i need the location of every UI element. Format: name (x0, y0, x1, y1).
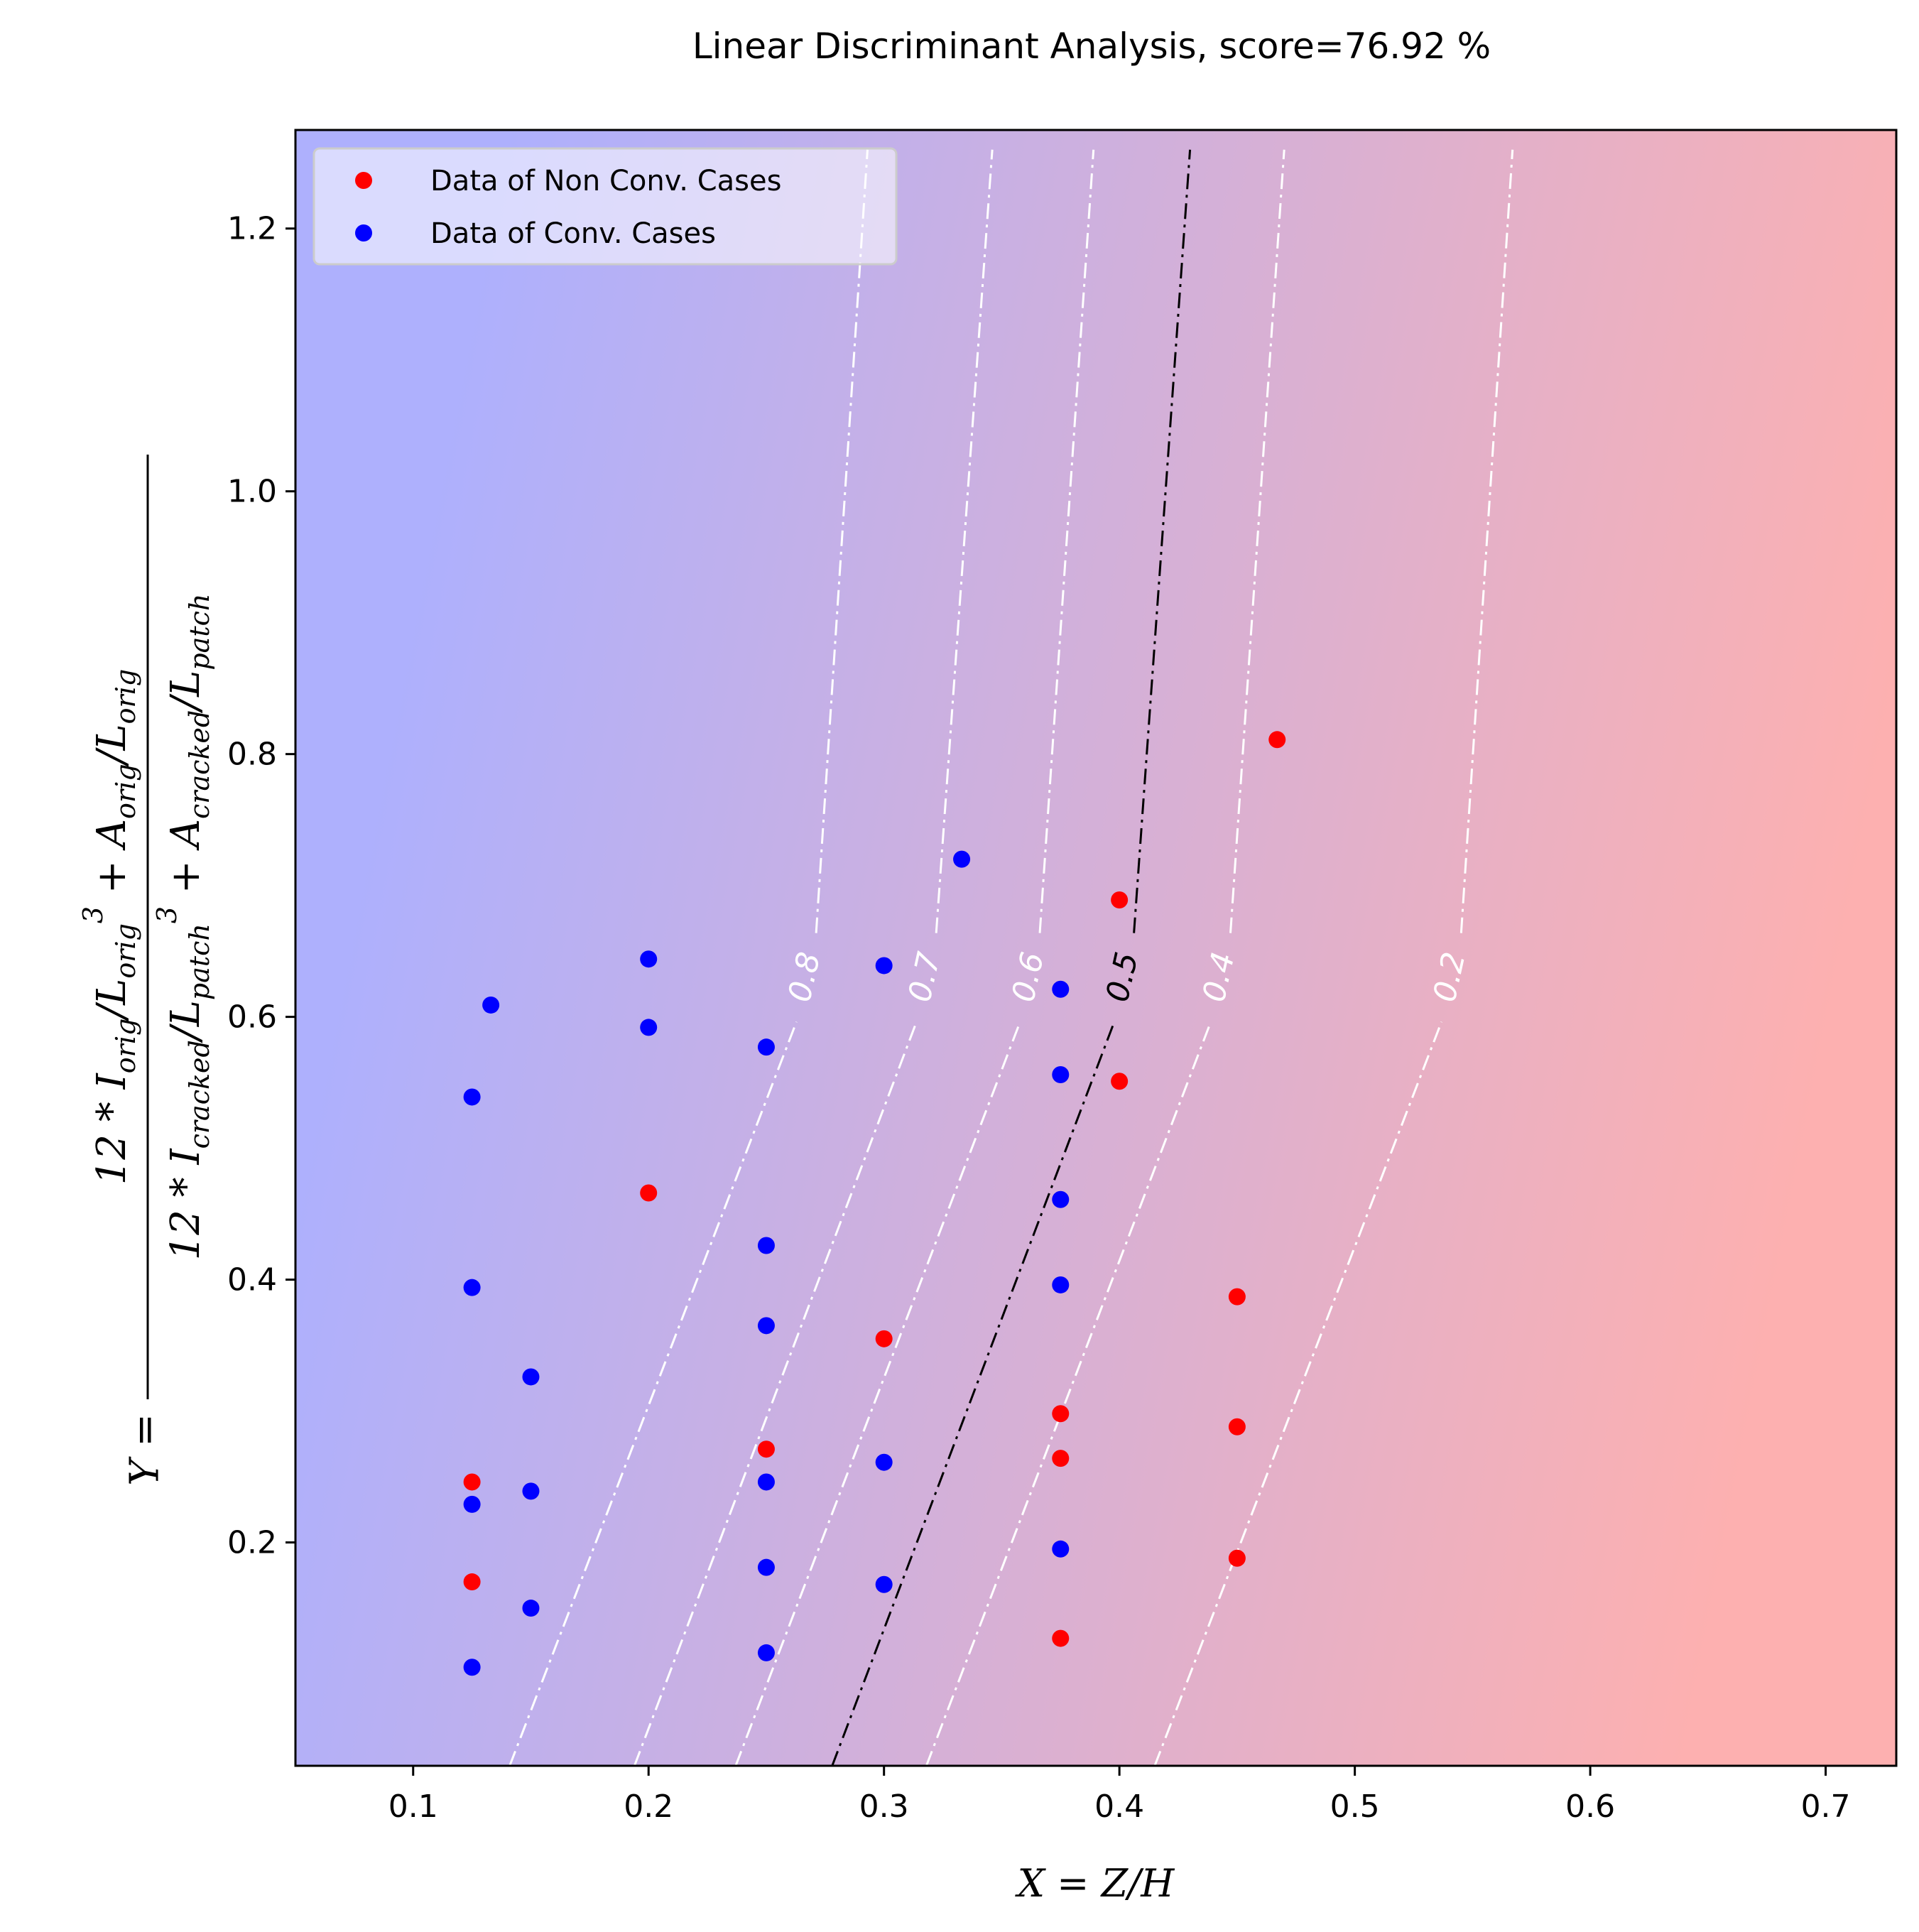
contour-line-0.8 (509, 1021, 798, 1766)
conv-point (522, 1600, 540, 1617)
legend-label-non-conv: Data of Non Conv. Cases (430, 165, 781, 197)
conv-point (522, 1368, 540, 1386)
conv-point (640, 1019, 658, 1036)
x-tick-label: 0.2 (624, 1789, 673, 1825)
y-tick-label: 1.0 (227, 474, 277, 510)
conv-point (463, 1279, 481, 1296)
conv-point (1052, 1276, 1070, 1293)
conv-point (757, 1558, 775, 1576)
contour-line-0.2 (1153, 1021, 1443, 1766)
non-conv-point (1052, 1629, 1070, 1647)
conv-point (757, 1473, 775, 1491)
conv-point (875, 1453, 893, 1471)
conv-point (757, 1237, 775, 1254)
plot-background (295, 130, 1896, 1766)
non-conv-point (1228, 1288, 1246, 1306)
x-tick-label: 0.7 (1801, 1789, 1851, 1825)
conv-point (757, 1644, 775, 1661)
conv-point (1052, 1066, 1070, 1084)
contour-line-0.8 (815, 149, 869, 933)
conv-point (757, 1038, 775, 1056)
conv-point (1052, 1190, 1070, 1208)
non-conv-point (757, 1440, 775, 1458)
conv-point (1052, 1540, 1070, 1558)
non-conv-point (1111, 891, 1129, 908)
x-axis-label: X = Z/H (1015, 1861, 1175, 1906)
scatter-points (463, 731, 1286, 1676)
y-tick-label: 0.6 (227, 999, 277, 1036)
y-axis-denominator: 12 * Icracked/Lpatch3 + Acracked/Lpatch (151, 594, 215, 1261)
x-tick-label: 0.5 (1330, 1789, 1380, 1825)
legend: Data of Non Conv. Cases Data of Conv. Ca… (312, 147, 898, 266)
contour-line-0.5 (831, 1021, 1116, 1766)
non-conv-point (1228, 1549, 1246, 1567)
conv-point (463, 1659, 481, 1676)
conv-point (522, 1482, 540, 1500)
y-tick-label: 0.8 (227, 737, 277, 773)
contour-line-0.2 (1459, 149, 1514, 933)
non-conv-point (1111, 1073, 1129, 1090)
plot-area: 0.8 0.7 0.6 0.5 0.4 0.2 (294, 129, 1898, 1767)
y-axis-fraction: 12 * Iorig/Lorig3 + Aorig/Lorig 12 * Icr… (77, 455, 215, 1399)
legend-marker-non-conv (355, 172, 372, 189)
y-tick-label: 0.4 (227, 1262, 277, 1298)
y-axis-numerator: 12 * Iorig/Lorig3 + Aorig/Lorig (77, 669, 141, 1185)
conv-point (482, 996, 500, 1014)
x-tick-label: 0.6 (1565, 1789, 1615, 1825)
y-tick-label: 1.2 (227, 211, 277, 247)
contour-line-0.7 (633, 1021, 918, 1766)
x-axis: 0.1 0.2 0.3 0.4 0.5 0.6 0.7 (388, 1766, 1851, 1825)
plot-frame (294, 129, 1898, 1767)
conv-point (463, 1495, 481, 1513)
conv-point (953, 850, 971, 868)
non-conv-point (640, 1184, 658, 1202)
contour-line-0.5 (1133, 149, 1192, 933)
conv-point (757, 1317, 775, 1335)
non-conv-point (463, 1573, 481, 1591)
legend-label-conv: Data of Conv. Cases (430, 217, 716, 250)
non-conv-point (463, 1473, 481, 1491)
y-axis-label-lhs: Y = (122, 1413, 168, 1486)
contour-line-0.4 (925, 1021, 1212, 1766)
non-conv-point (1052, 1450, 1070, 1467)
non-conv-point (875, 1330, 893, 1347)
y-axis: 0.2 0.4 0.6 0.8 1.0 1.2 (227, 211, 295, 1561)
chart-title: Linear Discriminant Analysis, score=76.9… (692, 26, 1491, 67)
x-tick-label: 0.4 (1094, 1789, 1144, 1825)
conv-point (640, 950, 658, 968)
x-tick-label: 0.1 (388, 1789, 438, 1825)
legend-box (312, 147, 898, 266)
non-conv-point (1268, 731, 1286, 749)
conv-point (463, 1088, 481, 1106)
contour-line-0.6 (734, 1021, 1021, 1766)
x-tick-label: 0.3 (859, 1789, 909, 1825)
y-axis-label: Y = 12 * Iorig/Lorig3 + Aorig/Lorig 12 *… (77, 455, 215, 1486)
non-conv-point (1228, 1418, 1246, 1436)
conv-point (1052, 980, 1070, 998)
conv-point (875, 1575, 893, 1593)
contour-line-0.4 (1229, 149, 1285, 933)
y-tick-label: 0.2 (227, 1525, 277, 1561)
legend-marker-conv (355, 224, 372, 242)
contour-line-0.7 (935, 149, 994, 933)
non-conv-point (1052, 1405, 1070, 1423)
contour-line-0.6 (1038, 149, 1095, 933)
conv-point (875, 957, 893, 975)
